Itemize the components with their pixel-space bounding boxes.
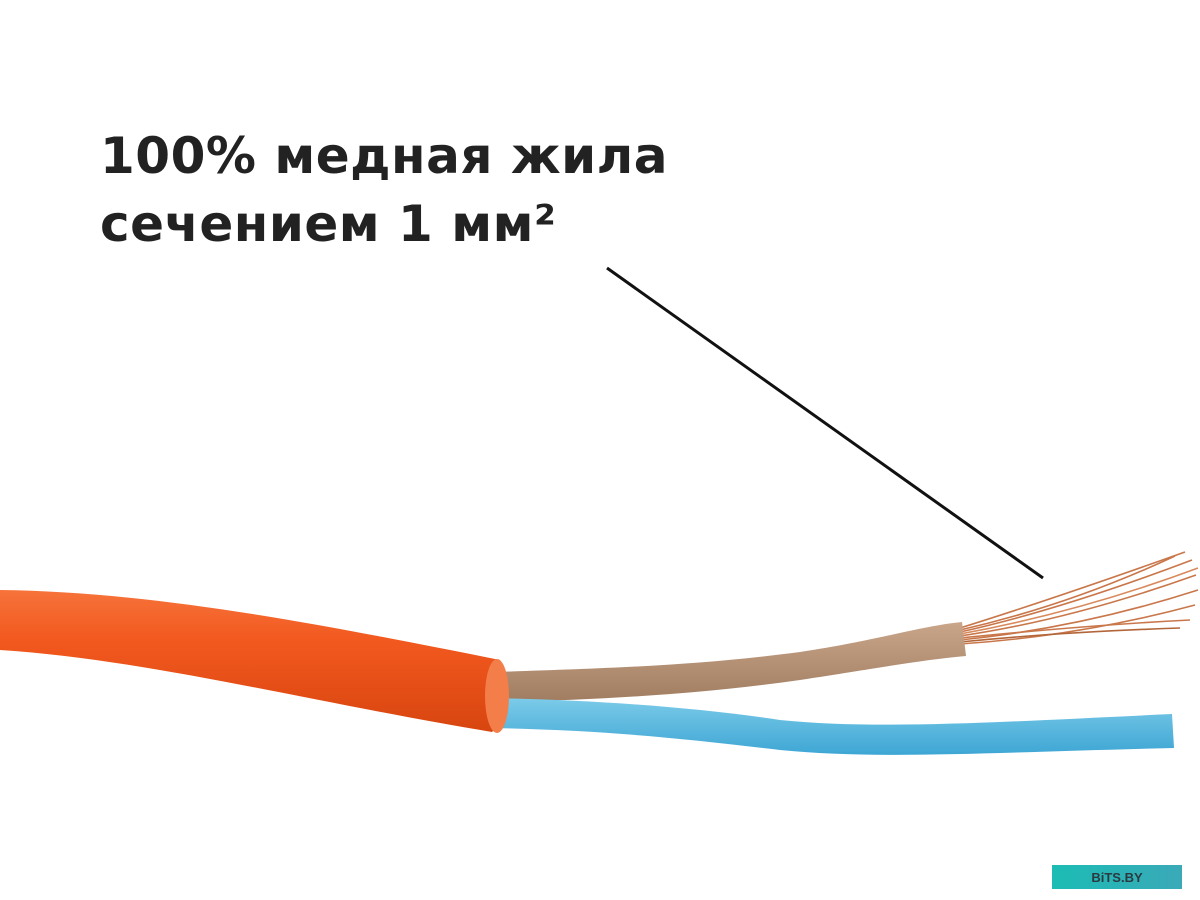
- headline: 100% медная жила сечением 1 мм²: [100, 122, 668, 258]
- blue-wire: [490, 698, 1174, 755]
- headline-line-1: 100% медная жила: [100, 127, 668, 185]
- headline-line-2: сечением 1 мм²: [100, 195, 557, 253]
- watermark-logo: BiTS.BY: [1052, 865, 1182, 889]
- orange-jacket: [0, 590, 509, 732]
- pointer-line: [606, 266, 1044, 580]
- copper-strands: [959, 551, 1199, 645]
- brown-wire: [495, 622, 966, 702]
- jacket-end: [485, 659, 509, 733]
